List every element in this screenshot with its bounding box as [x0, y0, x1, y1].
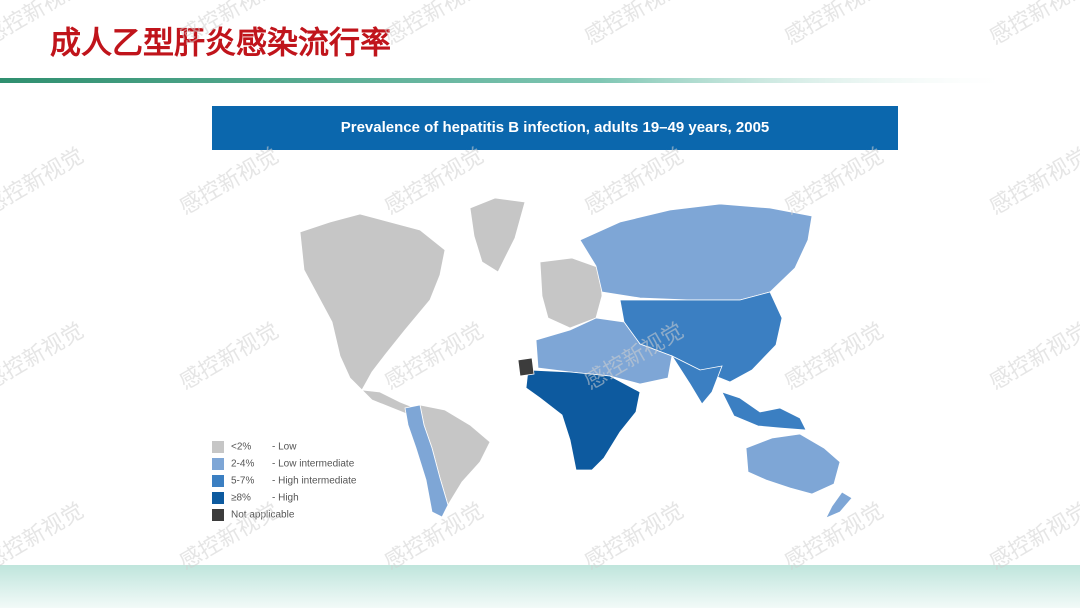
map-title: Prevalence of hepatitis B infection, adu… — [341, 119, 770, 136]
legend-label: - Low — [272, 442, 297, 453]
legend: <2% - Low 2-4% - Low intermediate 5-7% - High… — [212, 441, 357, 521]
slide-title: 成人乙型肝炎感染流行率 — [50, 26, 391, 62]
legend-range: <2% — [231, 442, 251, 453]
legend-label: - High — [272, 493, 299, 504]
watermark: 感控新视觉 — [986, 319, 1080, 396]
greenland — [469, 197, 526, 273]
southeast-asia — [721, 391, 807, 431]
watermark: 感控新视觉 — [581, 499, 689, 576]
watermark: 感控新视觉 — [0, 499, 88, 576]
new-zealand — [825, 491, 853, 519]
legend-range: 2-4% — [231, 459, 254, 470]
legend-label: - Low intermediate — [272, 459, 355, 470]
watermark: 感控新视觉 — [986, 0, 1080, 50]
watermark: 感控新视觉 — [176, 319, 284, 396]
legend-swatch — [212, 492, 224, 504]
watermark: 感控新视觉 — [781, 319, 889, 396]
watermark: 感控新视觉 — [781, 144, 889, 221]
south-asia — [670, 354, 723, 405]
title-rule — [0, 78, 1000, 83]
watermark: 感控新视觉 — [381, 0, 489, 50]
watermark: 感控新视觉 — [176, 499, 284, 576]
watermark: 感控新视觉 — [986, 499, 1080, 576]
watermark: 感控新视觉 — [581, 144, 689, 221]
legend-range: Not applicable — [231, 510, 295, 521]
legend-range: 5-7% — [231, 476, 254, 487]
north-asia — [579, 203, 813, 301]
watermark: 感控新视觉 — [781, 0, 889, 50]
watermark: 感控新视觉 — [0, 144, 88, 221]
watermark: 感控新视觉 — [176, 144, 284, 221]
south-america-west — [404, 404, 449, 518]
watermark: 感控新视觉 — [581, 0, 689, 50]
watermark: 感控新视觉 — [0, 319, 88, 396]
europe — [539, 257, 603, 329]
sub-saharan-africa — [525, 369, 641, 471]
middle-east-north-africa — [535, 317, 673, 385]
legend-swatch — [212, 475, 224, 487]
western-sahara — [517, 357, 535, 377]
legend-range: ≥8% — [231, 493, 251, 504]
legend-swatch — [212, 458, 224, 470]
footer-band — [0, 565, 1080, 608]
legend-swatch — [212, 509, 224, 521]
australia — [745, 433, 841, 495]
north-america — [299, 213, 446, 391]
legend-label: - High intermediate — [272, 476, 357, 487]
watermark: 感控新视觉 — [986, 144, 1080, 221]
legend-swatch — [212, 441, 224, 453]
world-map — [299, 197, 853, 519]
map-banner — [212, 106, 898, 150]
